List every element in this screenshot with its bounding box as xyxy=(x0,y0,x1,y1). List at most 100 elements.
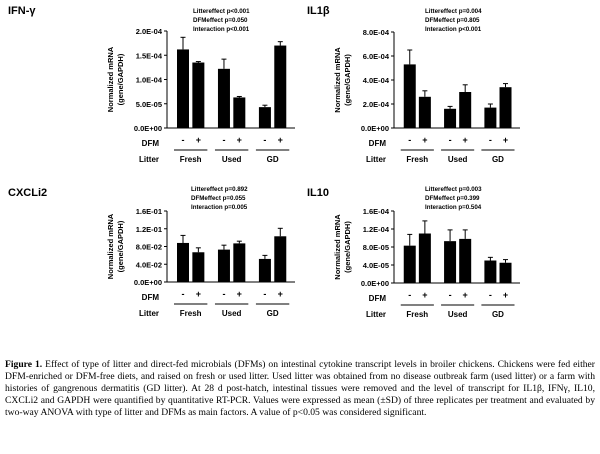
caption-text: Effect of type of litter and direct-fed … xyxy=(5,359,595,418)
litter-category: GD xyxy=(267,309,279,318)
litter-category: Used xyxy=(448,310,468,319)
dfm-sign: + xyxy=(278,135,283,145)
y-tick-label: 1.6E-04 xyxy=(363,207,390,216)
dfm-sign: - xyxy=(222,289,225,299)
y-axis-label: (gene/GAPDH) xyxy=(116,53,125,105)
bar xyxy=(459,238,472,283)
litter-category: Fresh xyxy=(406,310,428,319)
y-tick-label: 8.0E-05 xyxy=(363,243,389,252)
y-tick-label: 4.0E-04 xyxy=(363,76,390,85)
y-tick-label: 5.0E-05 xyxy=(136,100,162,109)
chart-panel-4: IL10 Littereffect p=0.003 DFMeffect p=0.39… xyxy=(307,186,520,319)
y-tick-label: 2.0E-04 xyxy=(363,100,390,109)
bar xyxy=(484,107,497,128)
y-tick-label: 4.0E-05 xyxy=(363,261,389,270)
stats-annotation: Interaction p=0.005 xyxy=(191,204,248,211)
y-axis-label: Normalized mRNA xyxy=(333,214,342,280)
y-axis-label: Normalized mRNA xyxy=(106,213,115,279)
dfm-sign: - xyxy=(489,135,492,145)
dfm-label: DFM xyxy=(369,139,387,148)
dfm-sign: - xyxy=(408,135,411,145)
caption-label: Figure 1. xyxy=(5,359,43,370)
bar xyxy=(444,241,457,283)
litter-label: Litter xyxy=(366,155,386,164)
litter-label: Litter xyxy=(139,155,159,164)
dfm-sign: + xyxy=(463,290,468,300)
bar xyxy=(459,92,472,128)
dfm-sign: - xyxy=(222,135,225,145)
dfm-sign: - xyxy=(408,290,411,300)
bar xyxy=(258,258,271,282)
y-tick-label: 1.5E-04 xyxy=(136,51,163,60)
figure-panels: IFN-γ Littereffect p<0.001 DFMeffect p=0.0… xyxy=(8,5,520,319)
y-tick-label: 8.0E-02 xyxy=(136,243,162,252)
dfm-sign: + xyxy=(196,289,201,299)
litter-label: Litter xyxy=(366,310,386,319)
y-tick-label: 2.0E-04 xyxy=(136,27,163,36)
y-axis-label: (gene/GAPDH) xyxy=(343,221,352,273)
dfm-sign: - xyxy=(263,135,266,145)
chart-title: IFN-γ xyxy=(8,5,36,17)
litter-category: GD xyxy=(492,155,504,164)
dfm-sign: + xyxy=(463,135,468,145)
bar xyxy=(499,262,512,283)
stats-annotation: Littereffect p=0.003 xyxy=(425,186,482,193)
dfm-label: DFM xyxy=(142,293,160,302)
dfm-sign: + xyxy=(503,290,508,300)
y-tick-label: 0.0E+00 xyxy=(361,279,389,288)
litter-category: Fresh xyxy=(180,155,202,164)
bar xyxy=(217,68,230,128)
y-tick-label: 8.0E-04 xyxy=(363,28,390,37)
bar xyxy=(418,96,431,128)
dfm-sign: + xyxy=(422,290,427,300)
dfm-sign: - xyxy=(263,289,266,299)
y-axis-label: Normalized mRNA xyxy=(333,47,342,113)
bar xyxy=(177,49,189,128)
bar xyxy=(192,252,205,282)
bar xyxy=(258,107,271,128)
dfm-sign: - xyxy=(489,290,492,300)
dfm-sign: + xyxy=(237,135,242,145)
litter-category: Used xyxy=(222,155,242,164)
y-tick-label: 4.0E-02 xyxy=(136,260,162,269)
figure-caption: Figure 1. Effect of type of litter and d… xyxy=(5,359,595,419)
bar xyxy=(177,242,189,282)
dfm-sign: - xyxy=(182,135,185,145)
bar xyxy=(418,233,431,283)
stats-annotation: Littereffect p=0.892 xyxy=(191,186,248,193)
chart-panel-1: IFN-γ Littereffect p<0.001 DFMeffect p=0.0… xyxy=(8,5,295,164)
chart-title: CXCLi2 xyxy=(8,187,47,199)
chart-panel-3: CXCLi2 Littereffect p=0.892 DFMeffect p=0.… xyxy=(8,186,295,318)
stats-annotation: DFMeffect p=0.055 xyxy=(191,195,246,202)
chart-panel-2: IL1β Littereffect p=0.004 DFMeffect p=0.80… xyxy=(307,5,520,164)
stats-annotation: DFMeffect p=0.805 xyxy=(425,17,480,24)
bar xyxy=(217,249,230,282)
bar xyxy=(274,45,287,128)
y-tick-label: 1.6E-01 xyxy=(136,207,162,216)
bar xyxy=(484,260,497,283)
dfm-sign: - xyxy=(449,290,452,300)
bar xyxy=(499,87,512,128)
stats-annotation: Interaction p=0.504 xyxy=(425,204,482,211)
dfm-sign: + xyxy=(503,135,508,145)
y-axis-label: Normalized mRNA xyxy=(106,46,115,112)
stats-annotation: Littereffect p<0.001 xyxy=(193,8,250,15)
bar xyxy=(444,108,457,128)
bar xyxy=(403,64,416,128)
chart-title: IL1β xyxy=(307,5,330,17)
dfm-sign: + xyxy=(237,289,242,299)
litter-category: GD xyxy=(267,155,279,164)
y-tick-label: 0.0E+00 xyxy=(134,278,162,287)
bar xyxy=(403,245,416,283)
bar xyxy=(192,62,205,128)
dfm-label: DFM xyxy=(142,139,160,148)
litter-category: GD xyxy=(492,310,504,319)
bar xyxy=(233,243,246,282)
y-axis-label: (gene/GAPDH) xyxy=(343,54,352,106)
y-tick-label: 0.0E+00 xyxy=(134,124,162,133)
y-tick-label: 1.2E-04 xyxy=(363,225,390,234)
bar xyxy=(274,236,287,282)
litter-label: Litter xyxy=(139,309,159,318)
litter-category: Fresh xyxy=(180,309,202,318)
dfm-sign: + xyxy=(278,289,283,299)
